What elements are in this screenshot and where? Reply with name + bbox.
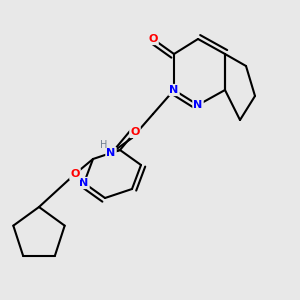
Text: N: N [169, 85, 178, 95]
Text: O: O [70, 169, 80, 179]
Text: H: H [100, 140, 107, 151]
Text: N: N [80, 178, 88, 188]
Text: N: N [106, 148, 116, 158]
Text: N: N [194, 100, 202, 110]
Text: O: O [148, 34, 158, 44]
Text: O: O [130, 127, 140, 137]
